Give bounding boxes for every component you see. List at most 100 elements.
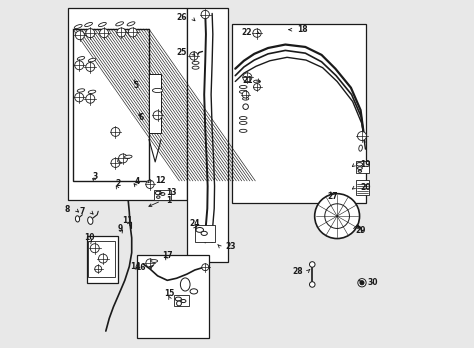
Ellipse shape: [88, 90, 96, 94]
Ellipse shape: [88, 58, 96, 62]
Text: 28: 28: [292, 267, 302, 276]
Ellipse shape: [243, 97, 249, 100]
Ellipse shape: [201, 231, 207, 236]
Ellipse shape: [181, 278, 190, 291]
Text: 11: 11: [122, 216, 133, 225]
Bar: [87, 236, 118, 283]
Circle shape: [95, 266, 101, 272]
Circle shape: [310, 262, 315, 267]
Text: 4: 4: [134, 177, 139, 187]
Circle shape: [111, 158, 120, 167]
Text: 13: 13: [166, 188, 177, 197]
Bar: [356, 180, 369, 196]
Text: 30: 30: [367, 278, 378, 287]
Circle shape: [243, 73, 252, 82]
Text: 21: 21: [242, 76, 253, 85]
Bar: [154, 190, 171, 200]
Ellipse shape: [75, 216, 80, 222]
Bar: [174, 295, 189, 306]
Text: 26: 26: [176, 14, 187, 23]
Circle shape: [146, 180, 154, 189]
Circle shape: [86, 94, 95, 103]
Ellipse shape: [239, 129, 247, 132]
Text: 1: 1: [166, 196, 172, 205]
Ellipse shape: [88, 217, 93, 224]
Circle shape: [75, 31, 84, 40]
Bar: [73, 29, 149, 181]
Ellipse shape: [239, 86, 247, 88]
Text: 23: 23: [225, 242, 236, 251]
Circle shape: [310, 282, 315, 287]
Text: 25: 25: [176, 48, 186, 57]
Ellipse shape: [356, 163, 363, 166]
Ellipse shape: [161, 193, 165, 196]
Circle shape: [117, 28, 126, 37]
Ellipse shape: [239, 90, 247, 93]
Circle shape: [100, 29, 109, 38]
Ellipse shape: [196, 228, 203, 232]
Text: 12: 12: [155, 176, 166, 185]
Bar: [356, 161, 369, 173]
Ellipse shape: [190, 289, 198, 294]
Circle shape: [358, 279, 366, 287]
Ellipse shape: [192, 61, 199, 64]
Ellipse shape: [192, 66, 199, 69]
Circle shape: [128, 28, 137, 37]
Circle shape: [86, 63, 95, 71]
Ellipse shape: [99, 23, 106, 26]
Bar: [137, 255, 210, 338]
Text: 24: 24: [190, 219, 200, 228]
Text: 27: 27: [328, 192, 338, 201]
Text: 15: 15: [164, 288, 175, 298]
Ellipse shape: [359, 145, 363, 151]
Text: 9: 9: [118, 224, 123, 233]
Circle shape: [315, 194, 360, 239]
Ellipse shape: [358, 170, 362, 172]
Ellipse shape: [118, 159, 125, 163]
Text: 16: 16: [135, 263, 146, 272]
Ellipse shape: [116, 22, 124, 26]
Ellipse shape: [77, 57, 85, 60]
Text: 22: 22: [241, 28, 252, 37]
Text: 14: 14: [130, 262, 140, 271]
Circle shape: [75, 61, 84, 70]
Ellipse shape: [156, 196, 160, 198]
Circle shape: [99, 254, 108, 263]
Bar: [187, 8, 228, 262]
Bar: [68, 8, 187, 200]
Text: 10: 10: [84, 234, 95, 242]
Ellipse shape: [74, 25, 82, 29]
Ellipse shape: [151, 260, 157, 262]
Circle shape: [243, 104, 248, 109]
Text: 5: 5: [134, 81, 139, 90]
Circle shape: [75, 93, 84, 102]
Circle shape: [118, 154, 128, 163]
Bar: [149, 74, 161, 133]
Ellipse shape: [254, 80, 261, 83]
Text: 29: 29: [356, 226, 366, 235]
Circle shape: [201, 10, 210, 19]
Ellipse shape: [77, 89, 85, 92]
Circle shape: [325, 204, 349, 228]
Ellipse shape: [153, 88, 163, 93]
Bar: [88, 241, 116, 277]
Ellipse shape: [175, 297, 182, 301]
Circle shape: [190, 52, 198, 60]
Ellipse shape: [181, 300, 186, 303]
Circle shape: [202, 264, 209, 271]
Circle shape: [242, 91, 249, 98]
Circle shape: [86, 29, 95, 38]
Circle shape: [360, 281, 364, 285]
Bar: [195, 225, 215, 242]
Circle shape: [177, 301, 182, 306]
Text: 7: 7: [80, 207, 85, 216]
Circle shape: [111, 127, 120, 136]
Text: 3: 3: [93, 172, 98, 181]
Ellipse shape: [125, 155, 132, 158]
Ellipse shape: [357, 167, 362, 169]
Bar: [232, 24, 366, 203]
Text: 17: 17: [163, 251, 173, 260]
Text: 2: 2: [115, 179, 120, 188]
Text: 6: 6: [138, 113, 144, 122]
Ellipse shape: [85, 23, 92, 26]
